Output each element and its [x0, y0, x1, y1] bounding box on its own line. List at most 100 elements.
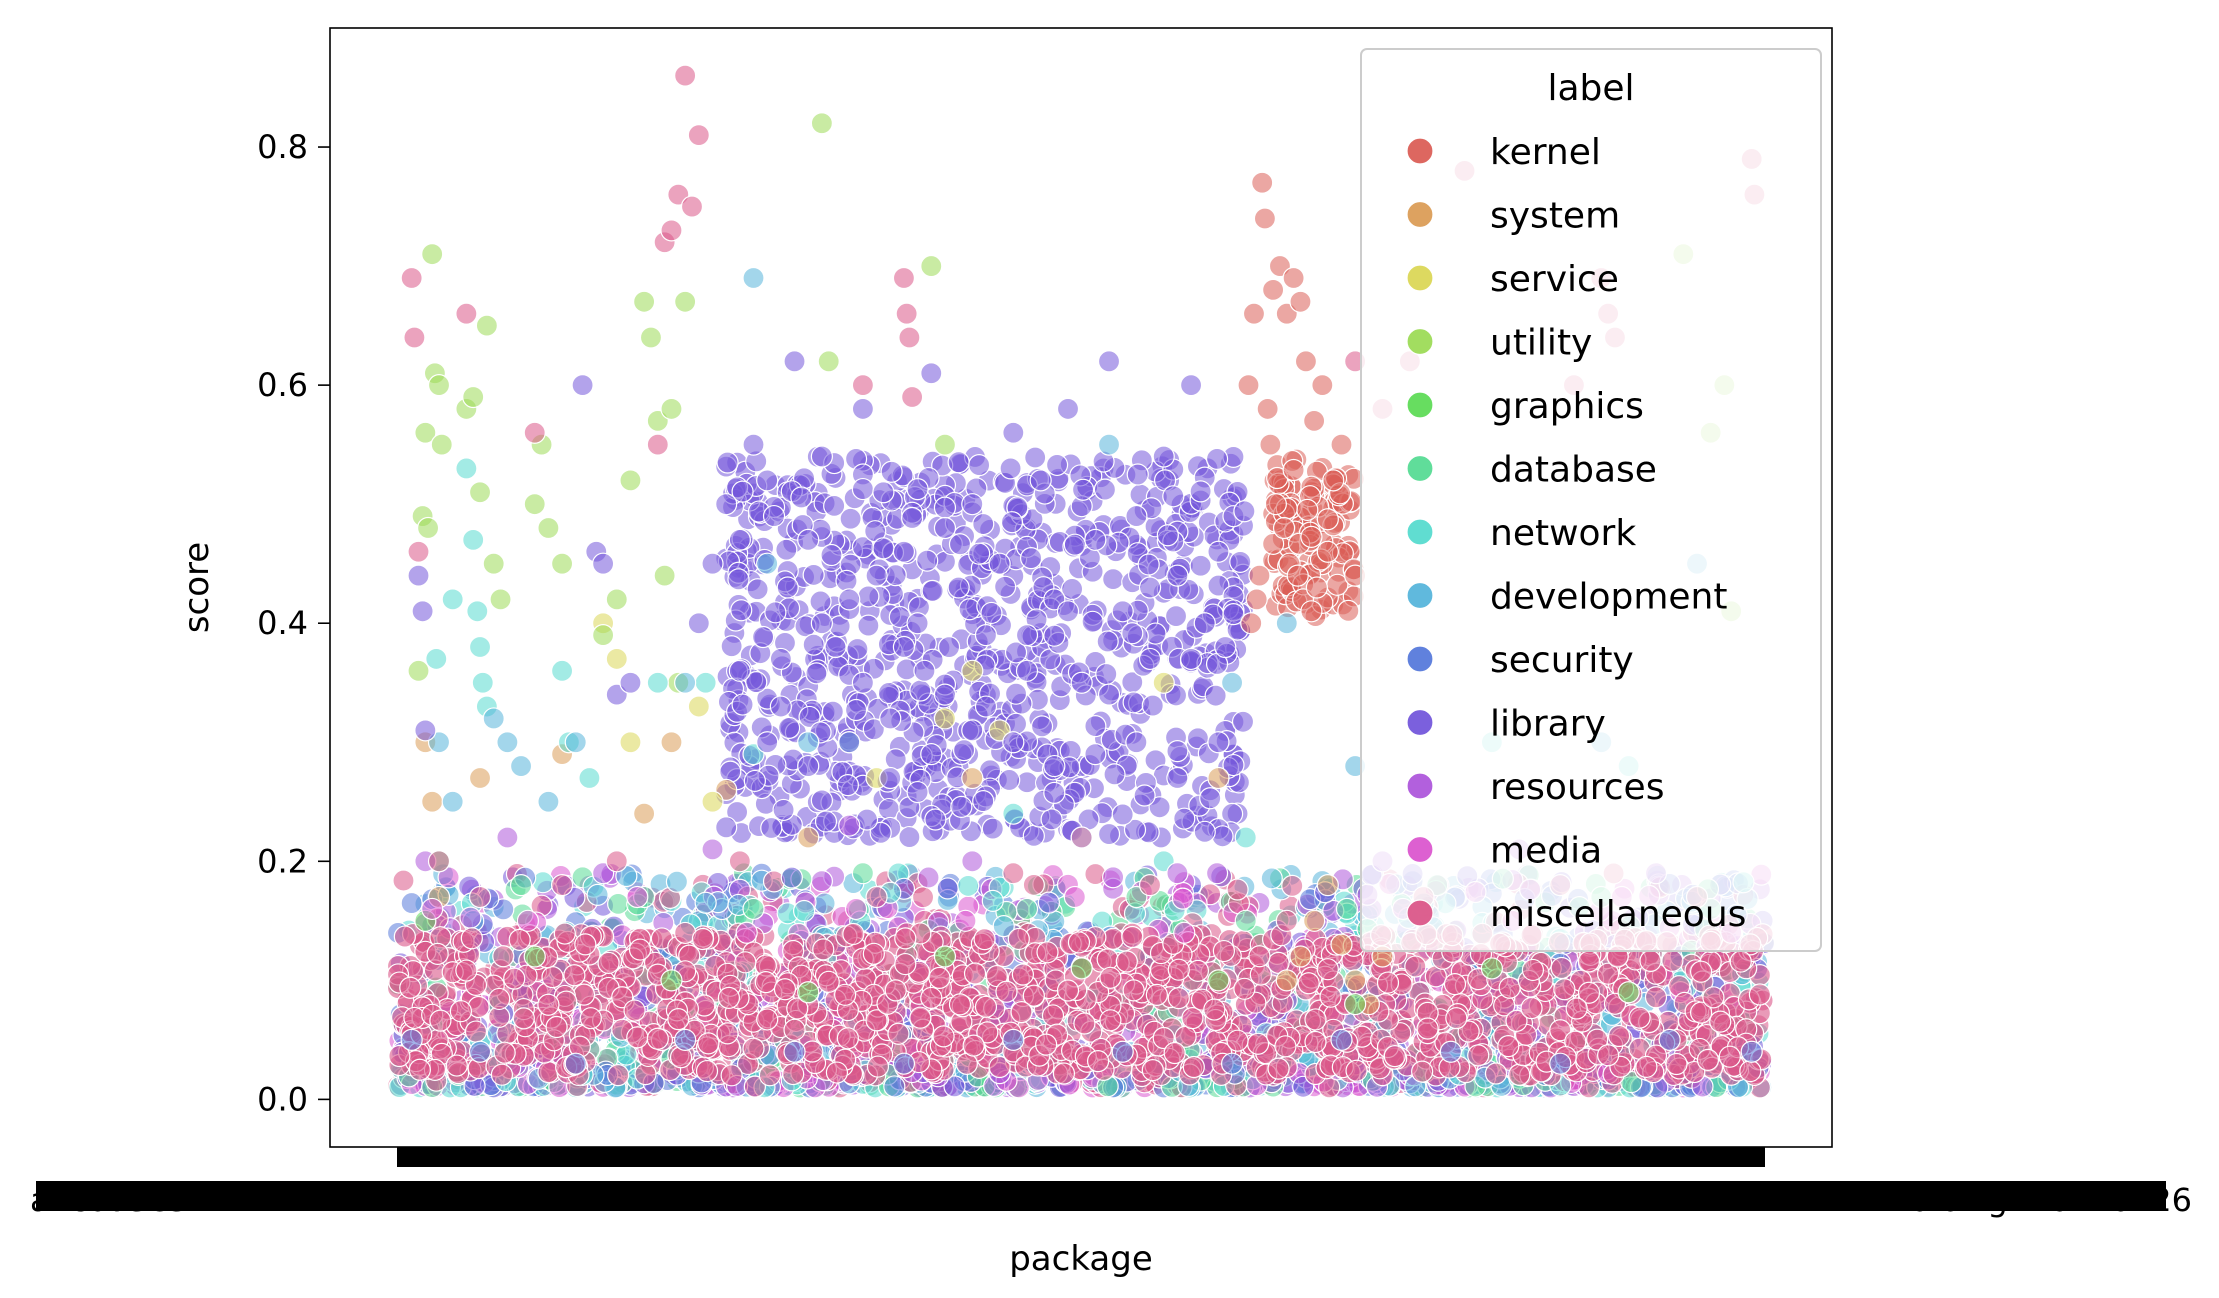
scatter-point — [1467, 1044, 1490, 1067]
scatter-point — [1316, 508, 1339, 531]
scatter-point — [906, 780, 929, 804]
scatter-point — [734, 951, 757, 974]
scatter-point — [1316, 958, 1339, 981]
scatter-point — [1043, 624, 1066, 647]
scatter-point — [628, 938, 652, 961]
scatter-point — [825, 1061, 849, 1084]
scatter-point — [1084, 714, 1107, 738]
scatter-point — [1181, 1007, 1204, 1030]
scatter-point — [1011, 963, 1034, 986]
scatter-point — [1167, 987, 1190, 1010]
scatter-point — [490, 1063, 514, 1086]
scatter-point — [820, 543, 843, 567]
scatter-point — [1335, 897, 1359, 920]
scatter-point — [1040, 808, 1063, 831]
scatter-point — [1010, 1001, 1033, 1024]
scatter-point — [579, 1007, 602, 1030]
scatter-point — [1137, 553, 1160, 576]
scatter-point — [821, 700, 844, 723]
scatter-point — [1162, 485, 1185, 508]
scatter-point — [1173, 807, 1196, 830]
scatter-point — [563, 964, 586, 987]
scatter-point — [802, 633, 825, 656]
scatter-point — [909, 1006, 932, 1029]
scatter-point — [1203, 998, 1226, 1021]
scatter-point — [1164, 605, 1188, 628]
scatter-point — [1231, 710, 1255, 733]
scatter-point — [1205, 447, 1229, 470]
scatter-point — [1099, 966, 1122, 989]
scatter-point — [962, 1034, 985, 1057]
scatter-point — [936, 877, 959, 900]
scatter-point — [1115, 950, 1138, 973]
scatter-point — [916, 549, 939, 572]
scatter-point — [1081, 610, 1104, 633]
scatter-point — [607, 892, 630, 916]
scatter-point — [1004, 682, 1028, 705]
scatter-point — [1739, 1059, 1762, 1083]
scatter-point — [810, 870, 833, 893]
scatter-point — [667, 1008, 690, 1031]
scatter-point — [634, 1063, 657, 1086]
scatter-point — [1260, 867, 1283, 890]
scatter-point — [541, 966, 564, 989]
scatter-point — [862, 942, 885, 965]
scatter-point — [834, 983, 857, 1006]
scatter-point — [921, 579, 944, 602]
scatter-point — [1043, 781, 1066, 804]
scatter-point — [512, 1007, 535, 1030]
scatter-point — [459, 906, 482, 929]
scatter-point — [1171, 887, 1194, 910]
scatter-point — [553, 922, 576, 945]
scatter-point — [1024, 446, 1047, 469]
scatter-point — [1226, 878, 1249, 901]
scatter-point — [884, 979, 907, 1002]
scatter-point — [1052, 1062, 1076, 1085]
scatter-point — [717, 986, 741, 1009]
scatter-point — [460, 927, 483, 950]
scatter-point — [1748, 983, 1771, 1006]
scatter-point — [1071, 478, 1095, 501]
scatter-point — [1122, 979, 1145, 1002]
scatter-point — [911, 886, 935, 909]
scatter-point — [694, 891, 717, 914]
scatter-point — [810, 789, 833, 812]
scatter-point — [758, 1064, 782, 1087]
scatter-point — [1019, 546, 1043, 570]
scatter-point — [813, 892, 836, 915]
scatter-point — [1411, 1060, 1434, 1083]
scatter-point — [720, 1064, 743, 1087]
scatter-point — [898, 825, 921, 849]
scatter-point — [756, 1008, 779, 1031]
scatter-point — [1233, 500, 1256, 523]
scatter-point — [957, 874, 980, 898]
scatter-point — [1111, 803, 1134, 826]
scatter-point — [1122, 691, 1145, 714]
scatter-point — [1718, 1045, 1741, 1068]
scatter-point — [968, 454, 991, 477]
scatter-point — [866, 1055, 890, 1078]
scatter-point — [884, 564, 907, 587]
scatter-point — [780, 866, 803, 889]
scatter-point — [775, 538, 798, 561]
scatter-point — [1304, 1030, 1327, 1054]
scatter-point — [999, 457, 1022, 480]
scatter-point — [1690, 960, 1713, 983]
scatter-point — [842, 922, 865, 946]
scatter-point — [493, 1041, 516, 1064]
scatter-point — [1233, 977, 1256, 1000]
scatter-point — [950, 795, 973, 818]
scatter-point — [884, 748, 907, 771]
scatter-point — [1102, 568, 1125, 591]
scatter-point — [980, 601, 1003, 625]
scatter-point — [720, 635, 743, 658]
scatter-point — [760, 816, 783, 840]
scatter-point — [691, 927, 715, 951]
scatter-point — [715, 816, 738, 839]
scatter-point — [972, 512, 995, 536]
scatter-point — [646, 1027, 669, 1050]
scatter-point — [1274, 1035, 1297, 1058]
scatter-point — [857, 614, 880, 637]
scatter-point — [545, 1015, 568, 1039]
scatter-point — [1036, 941, 1059, 964]
